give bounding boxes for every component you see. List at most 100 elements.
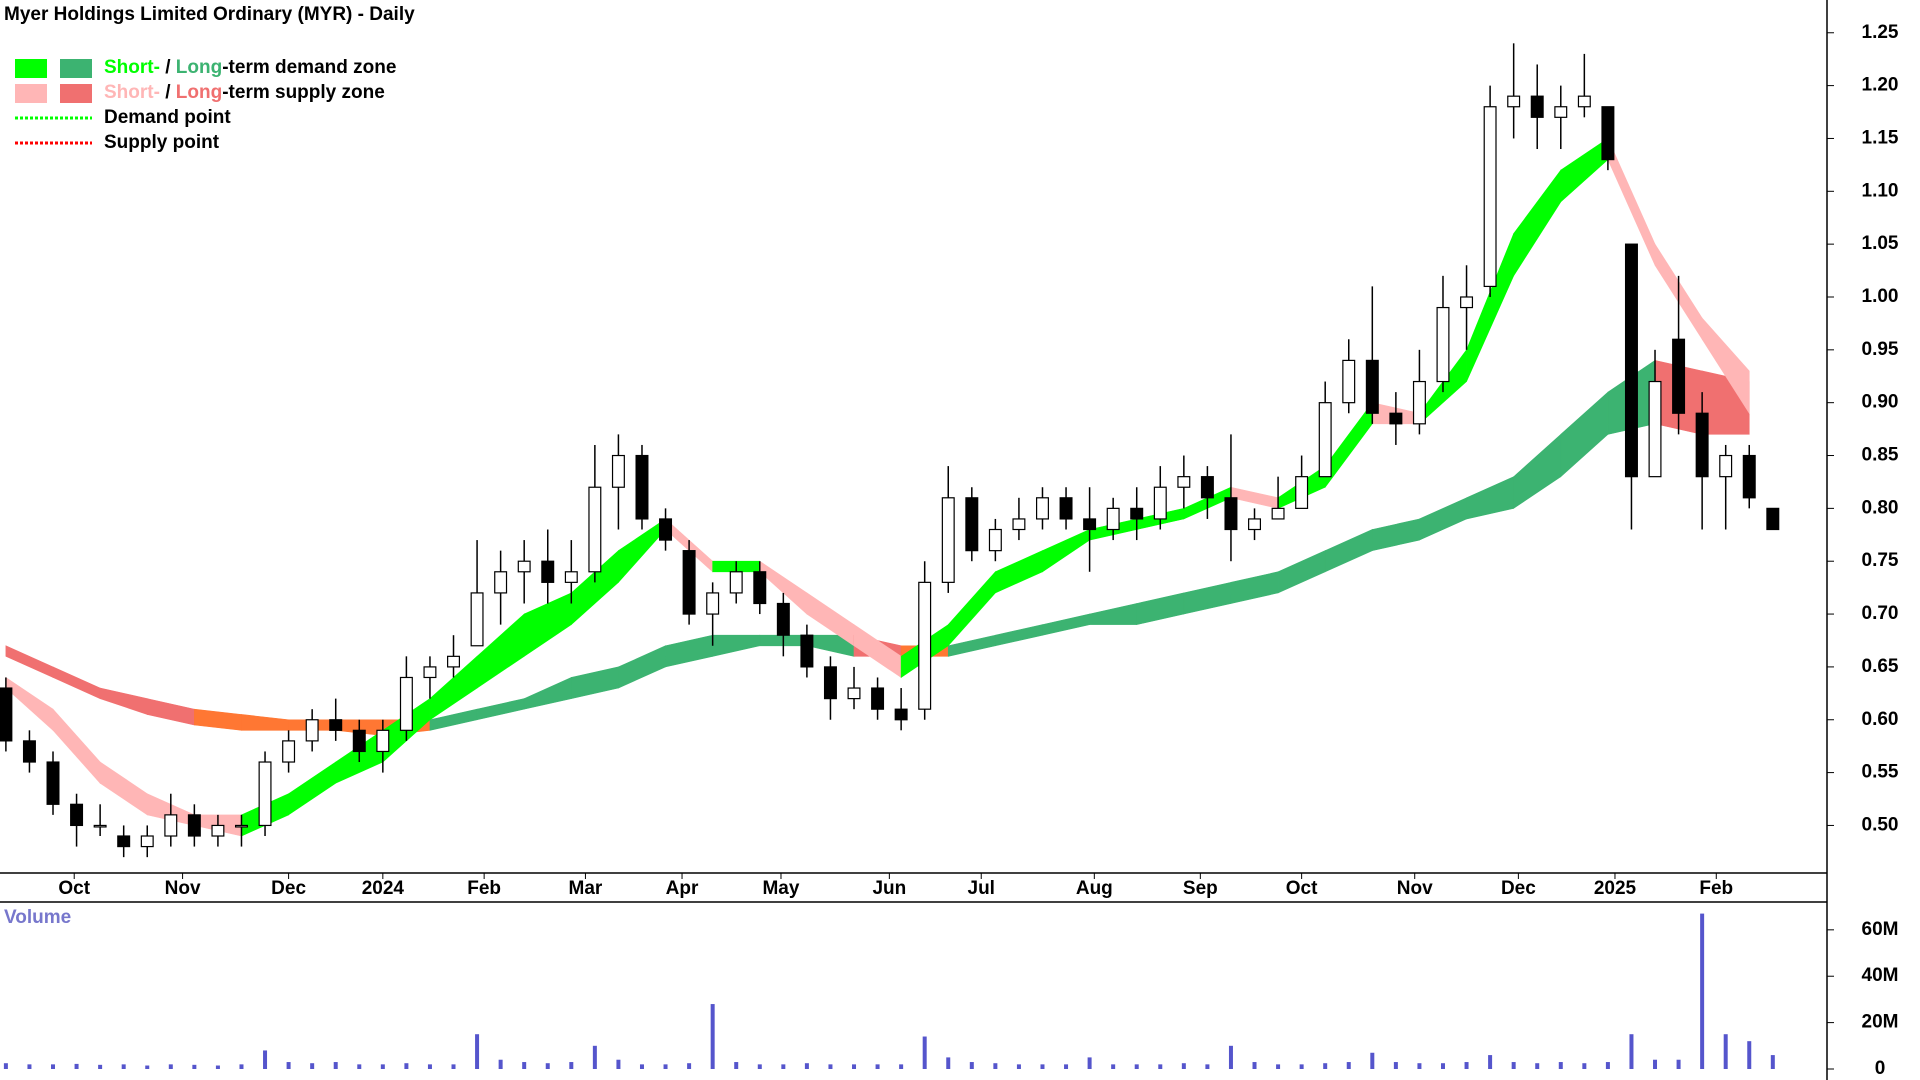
volume-bar [1134, 1064, 1139, 1069]
candle-body [611, 454, 625, 488]
volume-bar [1016, 1064, 1021, 1069]
legend-long: Long [176, 57, 222, 78]
candle-body [93, 824, 107, 828]
volume-bar [475, 1034, 480, 1069]
y-tick-label: 0.50 [1862, 814, 1899, 835]
long-term-zone [712, 634, 761, 657]
volume-bar [310, 1063, 315, 1069]
candle-body [1436, 306, 1450, 383]
candle-body [1601, 106, 1615, 161]
candle-body [1342, 359, 1356, 404]
short-term-zone [1042, 529, 1090, 573]
x-tick-label: Feb [467, 878, 501, 899]
y-tick-label: 0 [1875, 1058, 1886, 1079]
candle-body [1130, 507, 1144, 520]
candle-body [140, 835, 154, 848]
volume-bar [1629, 1034, 1634, 1069]
short-term-zone [99, 761, 148, 816]
volume-bar [1676, 1059, 1681, 1069]
candle-body [234, 824, 248, 828]
volume-bar [875, 1064, 880, 1069]
volume-bar [639, 1064, 644, 1069]
legend-long: Long [176, 82, 222, 103]
x-tick-label: Aug [1076, 878, 1113, 899]
candle-body [1059, 497, 1073, 520]
volume-bar [1228, 1045, 1233, 1069]
short-term-zone [1701, 317, 1750, 415]
candle-body [1083, 518, 1097, 531]
candle-body [211, 824, 225, 837]
long-term-zone [99, 687, 148, 715]
candle-body [117, 835, 131, 848]
candle-body [541, 560, 555, 583]
x-tick-label: Oct [1286, 878, 1318, 899]
volume-bar [404, 1063, 409, 1069]
volume-bars [3, 913, 1775, 1069]
candle-body [376, 729, 390, 753]
volume-bar [98, 1064, 103, 1069]
volume-bar [1582, 1063, 1587, 1069]
candle-body [1460, 296, 1474, 309]
volume-bar [1370, 1052, 1375, 1069]
volume-bar [1747, 1041, 1752, 1069]
short-term-zone [1513, 169, 1562, 277]
legend-label: Short- / Long-term demand zone [104, 57, 396, 78]
short-term-zone [288, 761, 337, 816]
legend-short: Short- [104, 82, 160, 103]
volume-bar [51, 1064, 56, 1069]
candle-body [1318, 402, 1332, 478]
volume-bar [239, 1064, 244, 1069]
volume-bar [569, 1062, 574, 1069]
volume-bar [1299, 1064, 1304, 1069]
volume-bar [333, 1062, 338, 1069]
candle-body [0, 687, 13, 742]
long-term-zone [523, 677, 572, 710]
x-tick-label: Feb [1699, 878, 1733, 899]
volume-bar [1158, 1064, 1163, 1069]
volume-bar [922, 1036, 927, 1069]
candle-body [1153, 486, 1167, 520]
long-term-zone [1136, 592, 1185, 626]
candle-body [258, 761, 272, 827]
candle-body [1412, 380, 1426, 425]
short-term-zone [947, 570, 996, 647]
long-term-zone [1277, 550, 1326, 594]
long-term-zone [1324, 529, 1373, 573]
candles [0, 43, 1780, 858]
candle-body [1012, 518, 1026, 531]
volume-bar [1276, 1064, 1281, 1069]
volume-bar [592, 1045, 597, 1069]
x-tick-label: Oct [58, 878, 90, 899]
long-term-zone [146, 698, 195, 726]
y-tick-label: 0.80 [1862, 497, 1899, 518]
candle-body [423, 666, 437, 679]
short-term-zone [1560, 137, 1609, 203]
short-term-zone [52, 708, 101, 784]
long-term-zone [194, 708, 242, 731]
volume-bar [1040, 1064, 1045, 1069]
short-term-zone [5, 676, 54, 731]
long-term-zone [571, 666, 619, 699]
y-tick-label: 1.20 [1862, 75, 1899, 96]
volume-bar [27, 1064, 32, 1069]
legend-label: Demand point [104, 107, 231, 128]
candle-body [447, 655, 461, 668]
candle-body [70, 803, 84, 827]
short-term-zone [995, 550, 1043, 594]
long-term-zone [1466, 476, 1514, 520]
candle-body [470, 592, 484, 647]
x-tick-label: Dec [1501, 878, 1536, 899]
candle-body [46, 761, 60, 805]
candle-body [1530, 95, 1544, 118]
x-tick-label: Jun [872, 878, 906, 899]
candle-body [588, 486, 602, 573]
candle-body [894, 708, 908, 721]
long-term-zone [1560, 391, 1609, 478]
long-term-zone [476, 698, 525, 721]
volume-bar [121, 1064, 126, 1069]
volume-bar [1558, 1062, 1563, 1069]
candle-body [1389, 412, 1403, 425]
candle-body [1577, 95, 1591, 108]
candle-body [1719, 454, 1733, 478]
y-tick-label: 0.90 [1862, 392, 1899, 413]
